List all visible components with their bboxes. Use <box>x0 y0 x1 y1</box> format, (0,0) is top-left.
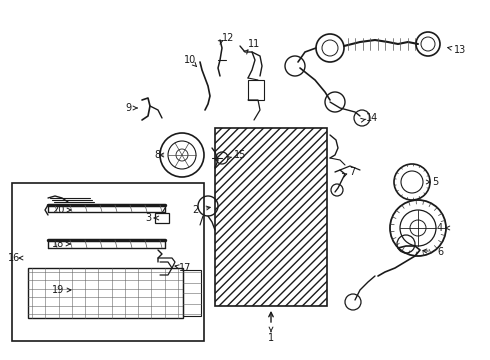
Bar <box>215 128 327 306</box>
Text: 19: 19 <box>52 285 64 295</box>
Text: 13: 13 <box>454 45 466 55</box>
Text: 5: 5 <box>432 177 438 187</box>
Text: 8: 8 <box>154 150 160 160</box>
Text: 3: 3 <box>145 213 151 223</box>
Text: 1: 1 <box>268 333 274 343</box>
Text: 15: 15 <box>234 150 246 160</box>
Text: 14: 14 <box>366 113 378 123</box>
Text: 2: 2 <box>192 205 198 215</box>
Bar <box>12 183 204 341</box>
Bar <box>28 268 183 318</box>
Text: 9: 9 <box>125 103 131 113</box>
Bar <box>155 213 169 223</box>
Text: 4: 4 <box>437 223 443 233</box>
Text: 18: 18 <box>52 239 64 249</box>
Text: 11: 11 <box>248 39 260 49</box>
Text: 16: 16 <box>8 253 20 263</box>
Text: 6: 6 <box>437 247 443 257</box>
Text: 10: 10 <box>184 55 196 65</box>
Text: 7: 7 <box>349 167 355 177</box>
Text: 12: 12 <box>222 33 234 43</box>
Bar <box>183 270 201 316</box>
Text: 20: 20 <box>52 205 64 215</box>
Text: 17: 17 <box>179 263 191 273</box>
Bar <box>248 80 264 100</box>
